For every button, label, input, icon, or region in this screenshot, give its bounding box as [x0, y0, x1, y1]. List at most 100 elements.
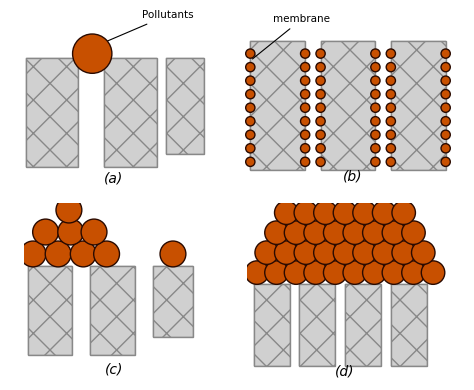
- Circle shape: [386, 144, 395, 153]
- Circle shape: [58, 219, 83, 245]
- Bar: [299, 284, 335, 366]
- Text: (a): (a): [104, 172, 123, 186]
- Circle shape: [386, 90, 395, 99]
- Circle shape: [301, 49, 310, 58]
- Circle shape: [386, 62, 395, 72]
- Bar: [320, 41, 375, 170]
- Bar: [166, 58, 204, 154]
- Circle shape: [246, 144, 255, 153]
- Circle shape: [265, 261, 288, 284]
- Circle shape: [294, 241, 318, 264]
- Circle shape: [402, 221, 425, 245]
- Bar: [104, 58, 157, 167]
- Circle shape: [246, 62, 255, 72]
- Bar: [91, 266, 135, 355]
- Bar: [345, 284, 381, 366]
- Text: (c): (c): [105, 363, 123, 377]
- Text: membrane: membrane: [253, 14, 330, 59]
- Bar: [391, 41, 446, 170]
- Text: (b): (b): [343, 170, 363, 184]
- Circle shape: [441, 103, 450, 112]
- Circle shape: [81, 219, 107, 245]
- Circle shape: [304, 261, 328, 284]
- Circle shape: [402, 261, 425, 284]
- Circle shape: [301, 62, 310, 72]
- Circle shape: [353, 201, 376, 225]
- Circle shape: [245, 261, 269, 284]
- Circle shape: [441, 49, 450, 58]
- Text: Pollutants: Pollutants: [102, 10, 193, 43]
- Bar: [91, 266, 135, 355]
- Circle shape: [301, 103, 310, 112]
- Circle shape: [316, 157, 325, 167]
- Circle shape: [274, 201, 298, 225]
- Circle shape: [316, 103, 325, 112]
- Circle shape: [441, 157, 450, 167]
- Bar: [26, 58, 78, 167]
- Circle shape: [316, 49, 325, 58]
- Circle shape: [392, 201, 415, 225]
- Bar: [250, 41, 305, 170]
- Circle shape: [314, 201, 337, 225]
- Circle shape: [246, 157, 255, 167]
- Bar: [153, 266, 193, 337]
- Circle shape: [274, 241, 298, 264]
- Circle shape: [353, 241, 376, 264]
- Circle shape: [45, 241, 71, 267]
- Circle shape: [246, 76, 255, 85]
- Circle shape: [371, 90, 380, 99]
- Circle shape: [373, 241, 396, 264]
- Circle shape: [246, 49, 255, 58]
- Circle shape: [246, 103, 255, 112]
- Circle shape: [363, 261, 386, 284]
- Circle shape: [371, 117, 380, 126]
- Circle shape: [94, 241, 119, 267]
- Bar: [299, 284, 335, 366]
- Circle shape: [392, 241, 415, 264]
- Circle shape: [441, 76, 450, 85]
- Circle shape: [301, 130, 310, 139]
- Circle shape: [386, 130, 395, 139]
- Bar: [254, 284, 290, 366]
- Circle shape: [333, 241, 357, 264]
- Circle shape: [246, 117, 255, 126]
- Circle shape: [316, 76, 325, 85]
- Circle shape: [373, 201, 396, 225]
- Circle shape: [316, 144, 325, 153]
- Circle shape: [316, 90, 325, 99]
- Bar: [27, 266, 73, 355]
- Circle shape: [441, 62, 450, 72]
- Circle shape: [301, 144, 310, 153]
- Circle shape: [301, 157, 310, 167]
- Circle shape: [314, 241, 337, 264]
- Circle shape: [323, 221, 347, 245]
- Circle shape: [294, 201, 318, 225]
- Bar: [250, 41, 305, 170]
- Circle shape: [386, 49, 395, 58]
- Circle shape: [33, 219, 58, 245]
- Bar: [391, 284, 427, 366]
- Circle shape: [265, 221, 288, 245]
- Circle shape: [441, 144, 450, 153]
- Circle shape: [56, 197, 82, 223]
- Circle shape: [371, 144, 380, 153]
- Circle shape: [323, 261, 347, 284]
- Circle shape: [255, 241, 278, 264]
- Bar: [27, 266, 73, 355]
- Circle shape: [343, 261, 366, 284]
- Circle shape: [301, 117, 310, 126]
- Circle shape: [246, 130, 255, 139]
- Circle shape: [371, 130, 380, 139]
- Circle shape: [316, 117, 325, 126]
- Circle shape: [284, 221, 308, 245]
- Circle shape: [371, 62, 380, 72]
- Bar: [391, 41, 446, 170]
- Circle shape: [386, 103, 395, 112]
- Bar: [104, 58, 157, 167]
- Circle shape: [284, 261, 308, 284]
- Circle shape: [246, 90, 255, 99]
- Circle shape: [363, 221, 386, 245]
- Circle shape: [386, 117, 395, 126]
- Circle shape: [73, 34, 112, 73]
- Circle shape: [411, 241, 435, 264]
